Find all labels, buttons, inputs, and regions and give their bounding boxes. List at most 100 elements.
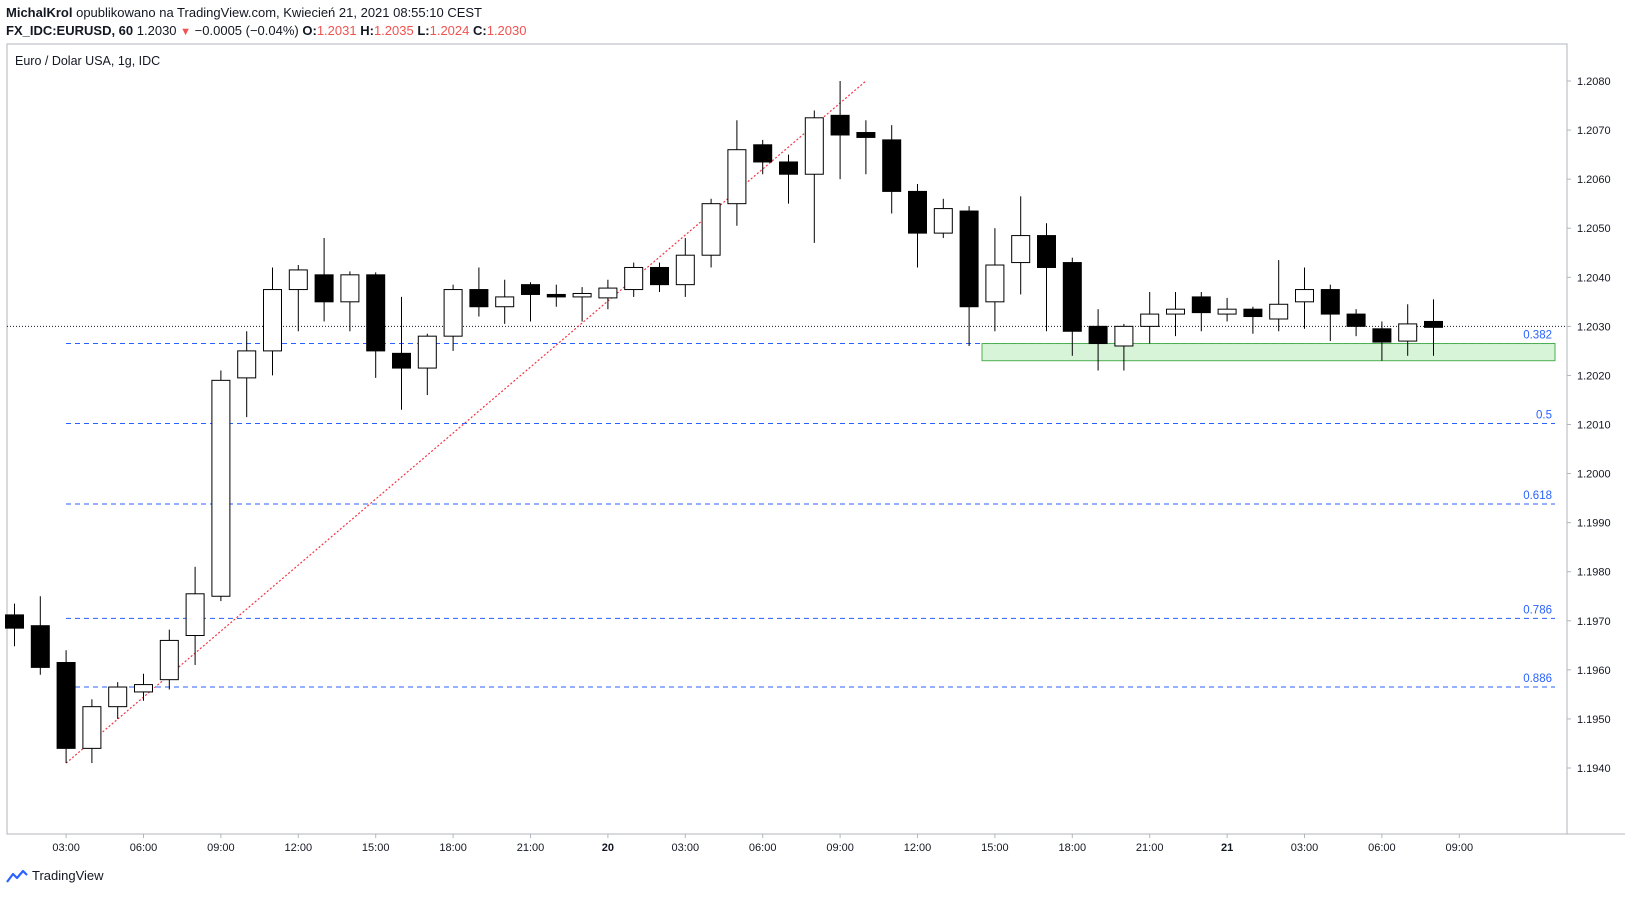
- candle[interactable]: [959, 206, 979, 346]
- candle[interactable]: [1011, 196, 1031, 295]
- candle-body-up: [804, 117, 824, 175]
- publish-line: MichalKrol opublikowano na TradingView.c…: [6, 4, 526, 22]
- x-tick-label: 21: [1221, 842, 1233, 854]
- candle[interactable]: [340, 271, 360, 332]
- candle-body-down: [1062, 262, 1082, 332]
- candle[interactable]: [314, 238, 334, 322]
- candle-body-up: [598, 287, 618, 299]
- candle[interactable]: [1191, 292, 1211, 332]
- candle[interactable]: [908, 184, 927, 268]
- candle[interactable]: [804, 110, 824, 243]
- candle[interactable]: [753, 139, 773, 175]
- candle[interactable]: [1398, 304, 1418, 356]
- candle[interactable]: [779, 154, 798, 204]
- candle-body-down: [1372, 328, 1392, 343]
- candle[interactable]: [572, 287, 592, 322]
- candle[interactable]: [1166, 292, 1185, 337]
- candle-body-up: [933, 208, 953, 234]
- candle[interactable]: [1269, 260, 1289, 332]
- candle-body-down: [56, 661, 76, 749]
- tradingview-logo-icon: [6, 869, 28, 883]
- candle[interactable]: [288, 265, 308, 332]
- candle-body-up: [1269, 303, 1289, 320]
- candle[interactable]: [1140, 292, 1160, 344]
- candle[interactable]: [237, 331, 257, 418]
- candle[interactable]: [1243, 306, 1263, 334]
- candle-body-up: [675, 254, 695, 286]
- candle-body-up: [1398, 323, 1418, 342]
- y-tick-label: 1.1940: [1577, 763, 1611, 775]
- candle[interactable]: [856, 120, 876, 175]
- candle[interactable]: [392, 296, 411, 410]
- support-zone[interactable]: [981, 343, 1556, 362]
- candle-body-down: [5, 614, 24, 629]
- candle[interactable]: [1424, 299, 1443, 356]
- candle[interactable]: [675, 238, 695, 297]
- y-tick-label: 1.1970: [1577, 616, 1611, 628]
- candle[interactable]: [263, 267, 282, 376]
- y-tick-label: 1.1960: [1577, 665, 1611, 677]
- close-label: C:: [473, 23, 487, 38]
- candle[interactable]: [211, 370, 231, 602]
- candle-body-down: [1243, 308, 1263, 318]
- candle[interactable]: [1037, 223, 1056, 332]
- candle[interactable]: [159, 629, 179, 690]
- support-zone-rect[interactable]: [981, 343, 1556, 362]
- candle[interactable]: [1346, 309, 1366, 337]
- last-price: 1.2030: [136, 23, 177, 38]
- candle[interactable]: [417, 333, 437, 396]
- candle[interactable]: [56, 650, 76, 764]
- candle[interactable]: [650, 262, 669, 293]
- candle[interactable]: [30, 596, 50, 675]
- candle-body-down: [1037, 235, 1056, 268]
- candle[interactable]: [1114, 323, 1134, 371]
- candle-body-up: [1295, 289, 1314, 303]
- candle[interactable]: [521, 282, 540, 322]
- candle[interactable]: [1062, 257, 1082, 356]
- candle[interactable]: [1217, 297, 1237, 322]
- candle[interactable]: [727, 120, 747, 226]
- time-axis[interactable]: 03:00 06:00 09:00 12:00 15:00 18:00 21:00 20 03:…: [52, 834, 1473, 854]
- candle[interactable]: [1295, 267, 1314, 329]
- author-name[interactable]: MichalKrol: [6, 5, 73, 20]
- candle-body-up: [185, 593, 205, 637]
- trendline[interactable]: [65, 80, 867, 764]
- candle-body-up: [211, 379, 231, 597]
- fib-level-label: 0.382: [1523, 330, 1552, 342]
- candle[interactable]: [598, 279, 618, 310]
- chart-header: MichalKrol opublikowano na TradingView.c…: [6, 4, 526, 41]
- candle[interactable]: [546, 284, 566, 307]
- candle-body-down: [546, 293, 566, 298]
- candle[interactable]: [985, 228, 1005, 332]
- candle[interactable]: [1372, 321, 1392, 361]
- candle[interactable]: [185, 566, 205, 665]
- candle[interactable]: [624, 262, 644, 297]
- candle[interactable]: [443, 284, 463, 351]
- candle[interactable]: [82, 699, 102, 764]
- candle[interactable]: [882, 125, 902, 214]
- price-axis[interactable]: 1.2080 1.2070 1.2060 1.2050 1.2040 1.2030 1.20…: [1567, 76, 1611, 775]
- down-arrow-icon: ▼: [180, 26, 192, 38]
- candle[interactable]: [933, 198, 953, 239]
- candle[interactable]: [366, 272, 386, 378]
- candle[interactable]: [830, 81, 850, 180]
- x-tick-label: 15:00: [362, 842, 390, 854]
- open-value: 1.2031: [316, 23, 357, 38]
- publish-info: opublikowano na TradingView.com, Kwiecie…: [76, 5, 483, 20]
- candle[interactable]: [1088, 309, 1108, 371]
- candle[interactable]: [1320, 284, 1340, 342]
- candle[interactable]: [701, 198, 721, 268]
- candle[interactable]: [108, 682, 128, 719]
- candle[interactable]: [495, 279, 515, 324]
- candle[interactable]: [134, 673, 153, 701]
- tradingview-logo[interactable]: TradingView: [6, 868, 104, 883]
- fib-level-label: 0.786: [1523, 604, 1552, 616]
- candle[interactable]: [469, 267, 489, 317]
- candle[interactable]: [5, 603, 24, 647]
- red-dotted-trendline[interactable]: [65, 80, 867, 764]
- symbol-label: FX_IDC:EURUSD, 60: [6, 23, 134, 38]
- x-tick-label: 06:00: [749, 842, 777, 854]
- fibonacci-retracement[interactable]: 0.382 0.5 0.618 0.786 0.886: [66, 330, 1555, 688]
- candle-body-up: [727, 149, 747, 205]
